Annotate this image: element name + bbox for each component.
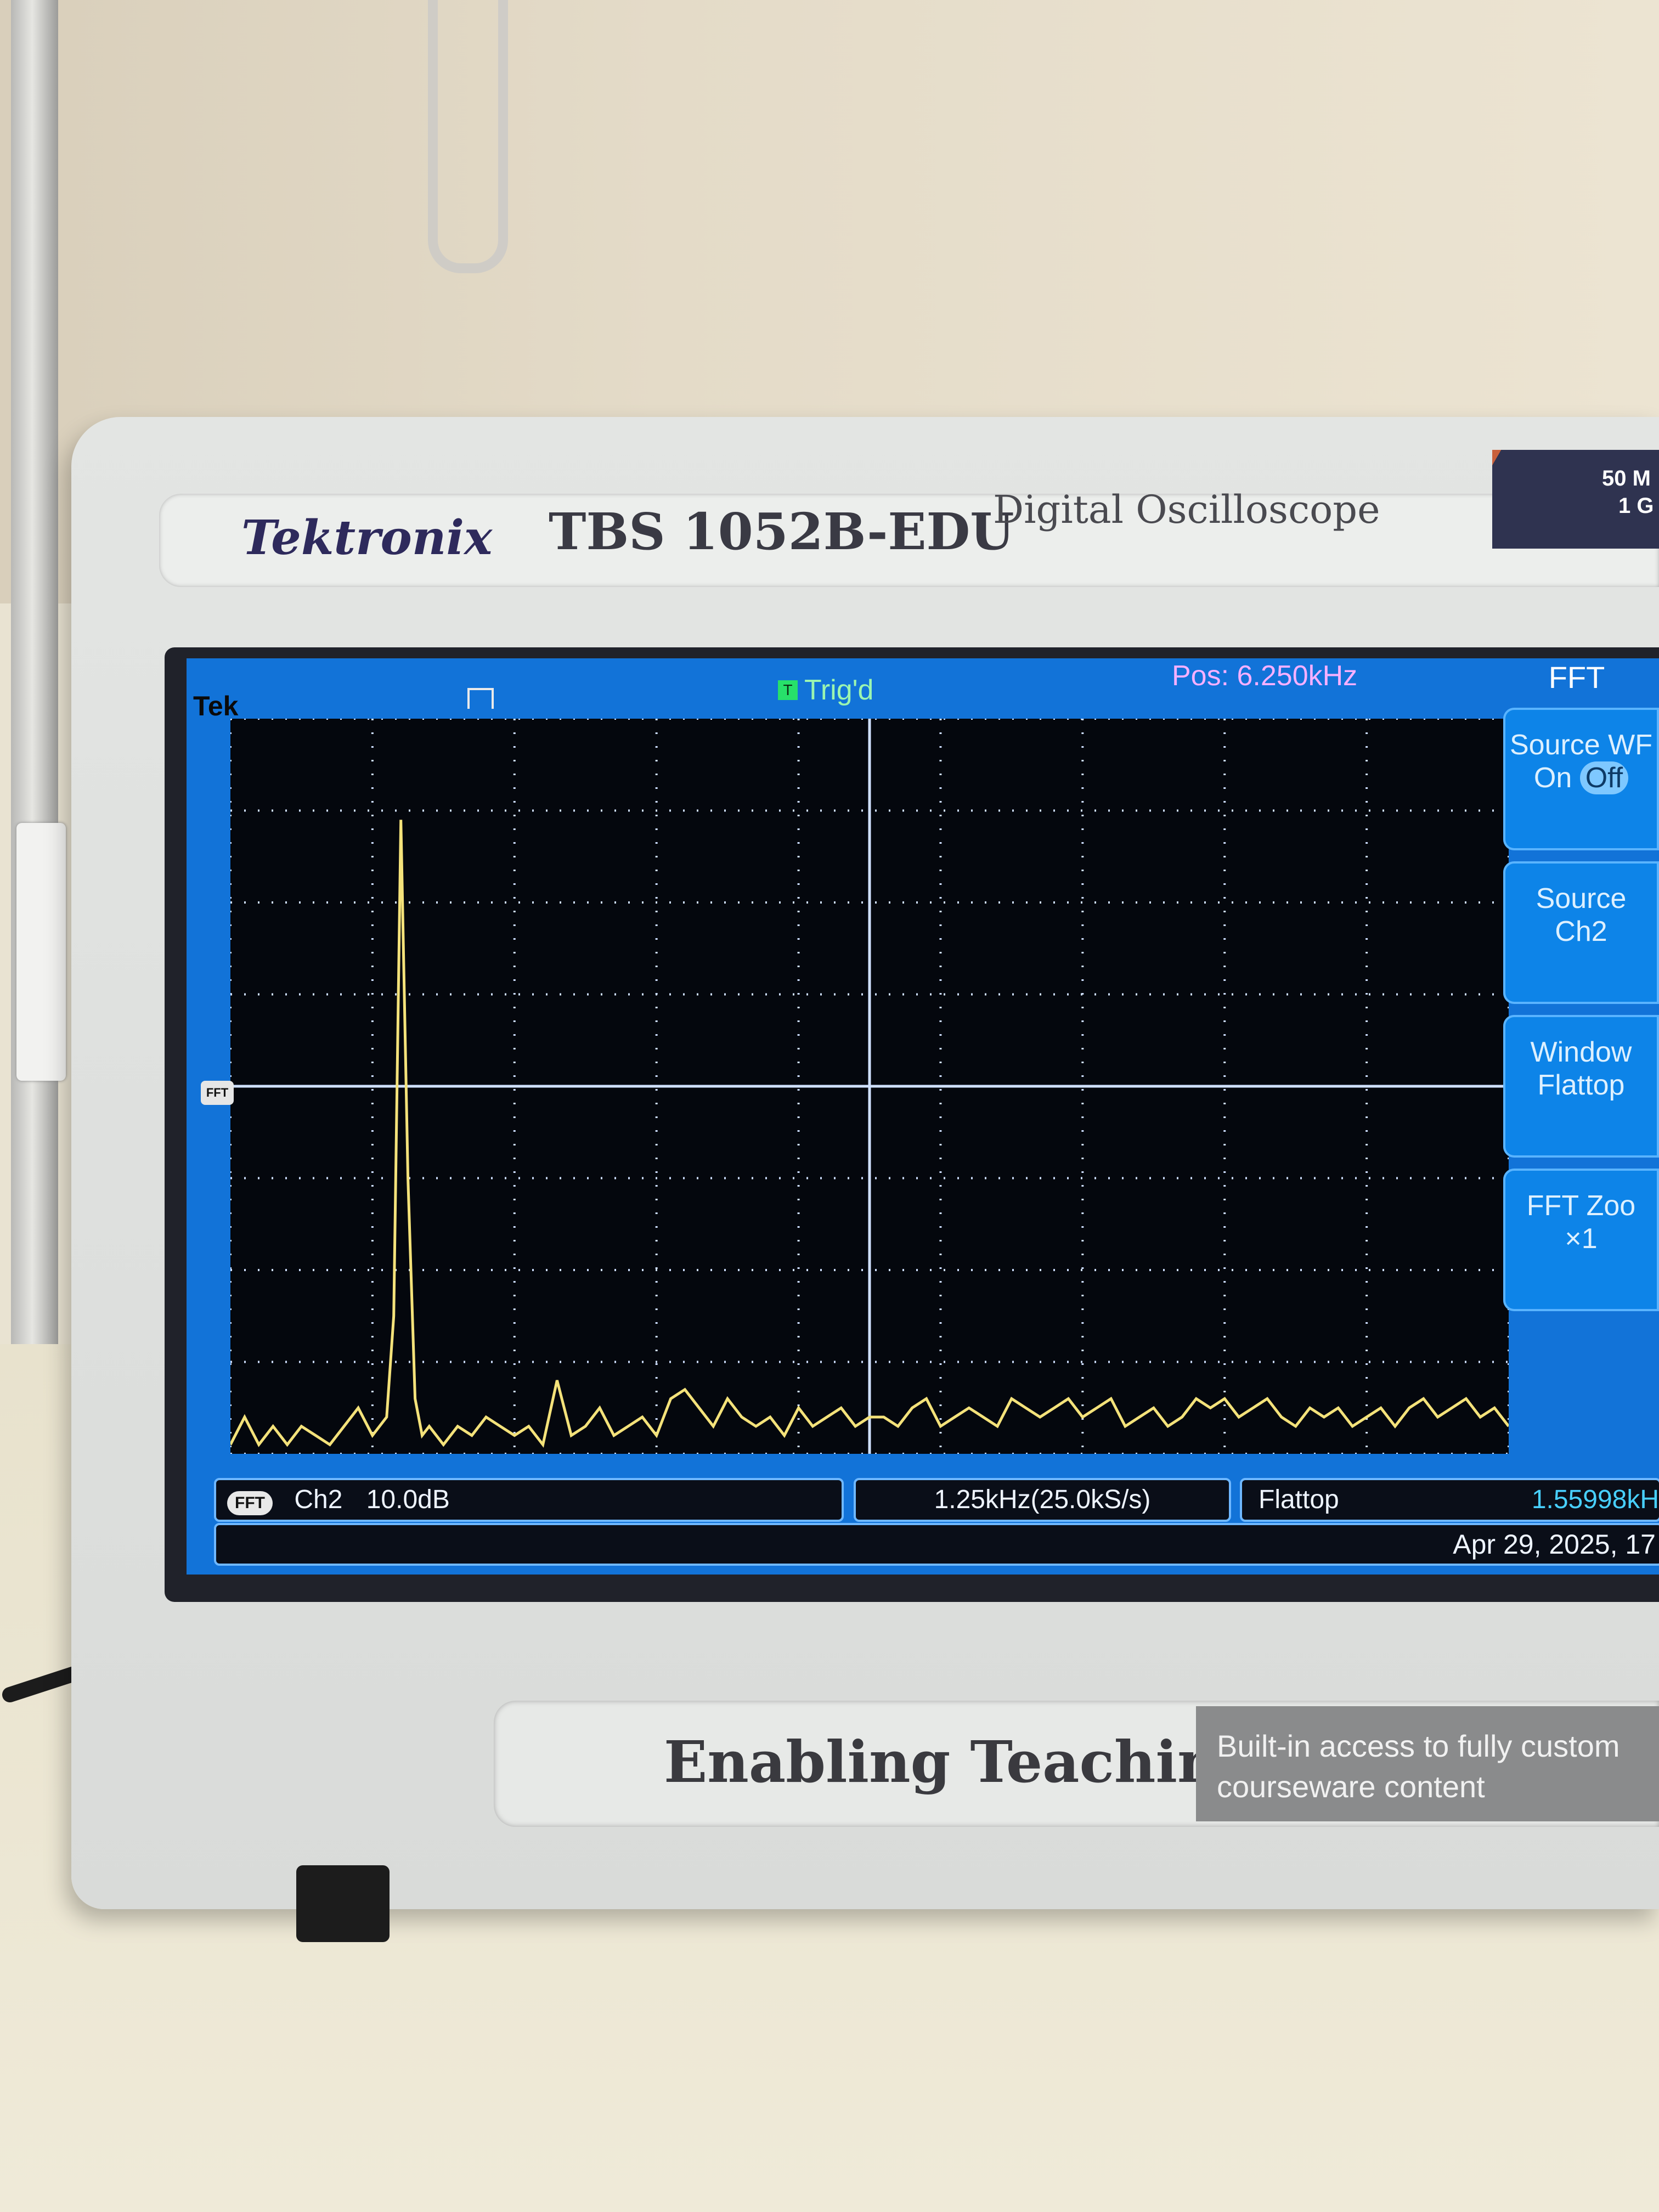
channel-name: Ch2 [294,1485,342,1514]
menu-label: Window [1503,1036,1659,1069]
metal-pole [11,0,58,1344]
channel-status: FFT Ch2 10.0dB [214,1478,844,1522]
wall-bracket [16,823,66,1081]
tagline: Enabling Teaching [664,1728,1259,1796]
date-status: Apr 29, 2025, 17 [214,1523,1659,1566]
menu-value: Flattop [1503,1069,1659,1102]
menu-value: ×1 [1503,1222,1659,1255]
toggle-off[interactable]: Off [1580,761,1628,794]
fft-plot-area [230,719,1509,1454]
trigger-status: Trig'd [804,674,873,707]
spec-bandwidth: 50 M [1602,466,1651,491]
horizontal-position: Pos: 6.250kHz [1172,659,1357,692]
tek-label: Tek [193,690,238,722]
window-status: Flattop 1.55998kH [1240,1478,1659,1522]
menu-value: On Off [1503,761,1659,794]
menu-button-source-waveform[interactable]: Source WF On Off [1503,708,1659,850]
channel-scale: 10.0dB [366,1485,450,1514]
frequency-readout: 1.55998kH [1532,1480,1659,1520]
model-label: TBS 1052B-EDU [549,502,1014,561]
menu-button-fft-zoom[interactable]: FFT Zoo ×1 [1503,1169,1659,1311]
menu-value: Ch2 [1503,915,1659,948]
device-foot [296,1865,390,1942]
brand-logo: Tektronix [241,510,492,566]
menu-label: Source WF [1503,729,1659,761]
hanging-hook [428,0,508,273]
menu-label: Source [1503,882,1659,915]
date-time: Apr 29, 2025, 17 [1453,1525,1656,1564]
promo-line-2: courseware content [1217,1769,1485,1804]
trigger-icon: T [778,680,798,700]
device-description: Digital Oscilloscope [993,487,1380,532]
fft-badge: FFT [227,1491,273,1515]
menu-label: FFT Zoo [1503,1189,1659,1222]
spec-sample-rate: 1 G [1618,494,1654,518]
menu-button-window[interactable]: Window Flattop [1503,1015,1659,1158]
menu-title: FFT [1494,653,1659,702]
toggle-on[interactable]: On [1534,762,1572,794]
window-name: Flattop [1259,1485,1339,1514]
span-status: 1.25kHz(25.0kS/s) [854,1478,1231,1522]
promo-line-1: Built-in access to fully custom [1217,1728,1620,1764]
fft-reference-marker: FFT [201,1081,234,1105]
fft-chart [230,719,1509,1454]
menu-button-source[interactable]: Source Ch2 [1503,861,1659,1004]
trigger-position-icon [467,688,494,709]
